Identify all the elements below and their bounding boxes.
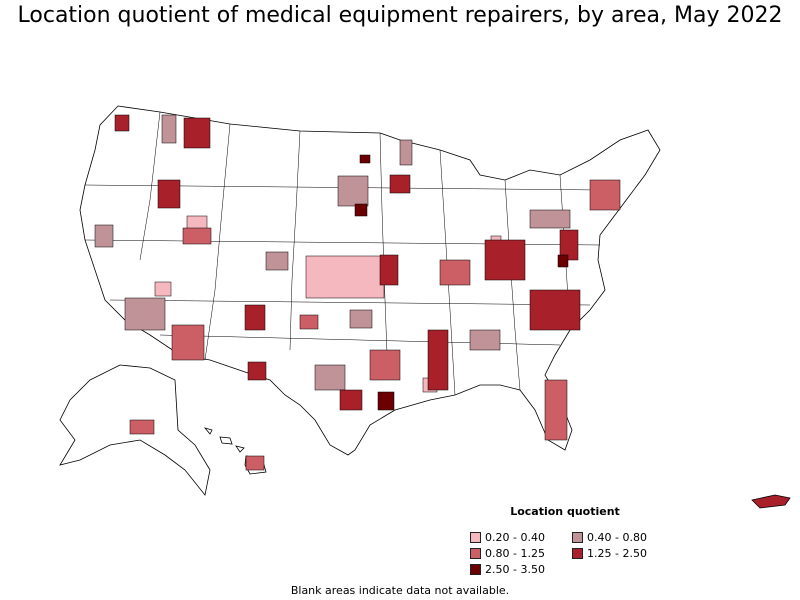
san-antonio-area (339, 389, 363, 411)
puerto-rico-outline (751, 494, 791, 509)
mississippi-area (427, 329, 449, 391)
idaho-area (161, 114, 177, 144)
idaho-south-area (157, 179, 181, 209)
carolinas-area (529, 289, 581, 331)
darkest-area-minnesota (354, 203, 368, 217)
arizona-area (171, 324, 205, 361)
legend-label-1: 0.40 - 0.80 (587, 530, 647, 544)
hawaii-area (245, 455, 265, 471)
wisconsin-area (399, 139, 413, 166)
ohio-valley-area (484, 239, 526, 281)
texas-area (314, 364, 346, 391)
indiana-area (439, 259, 471, 286)
el-paso-area (247, 361, 267, 381)
colorado-area (265, 251, 289, 271)
legend-swatch-4 (470, 563, 481, 575)
virginia-area (559, 229, 579, 261)
utah-south-area (182, 227, 212, 245)
missouri-area (379, 254, 399, 286)
legend-label-0: 0.20 - 0.40 (485, 530, 545, 544)
map-title: Location quotient of medical equipment r… (17, 3, 783, 28)
alaska-anchorage-area (129, 419, 155, 435)
minnesota-area (337, 175, 369, 207)
shaded-areas (94, 114, 621, 471)
legend-item-3: 1.25 - 2.50 (572, 546, 672, 560)
darkest-area-va (557, 254, 569, 268)
norcal-area (94, 224, 114, 248)
florida-area (544, 379, 568, 441)
legend-item-2: 0.80 - 1.25 (470, 546, 572, 560)
legend-label-3: 1.25 - 2.50 (587, 546, 647, 560)
socal-area (124, 297, 166, 331)
legend-label-2: 0.80 - 1.25 (485, 546, 545, 560)
data-availability-note: Blank areas indicate data not available. (290, 584, 510, 597)
legend-item-4: 2.50 - 3.50 (470, 562, 572, 576)
kansas-area (305, 255, 385, 299)
legend-item-0: 0.20 - 0.40 (470, 530, 572, 544)
alabama-area (469, 329, 501, 351)
legend-swatch-2 (470, 547, 481, 559)
penn-area (529, 209, 571, 229)
darkest-area-north (359, 154, 371, 164)
minn-east-area (389, 174, 411, 194)
legend-item-1: 0.40 - 0.80 (572, 530, 672, 544)
darkest-area-houston (377, 391, 395, 411)
texas-east-area (369, 349, 401, 381)
new-york-area (589, 179, 621, 211)
legend-grid: 0.20 - 0.40 0.40 - 0.80 0.80 - 1.25 1.25… (470, 530, 670, 576)
oklahoma-area (349, 309, 373, 329)
seattle-area (114, 114, 130, 132)
legend-title: Location quotient (510, 505, 620, 518)
amarillo-area (299, 314, 319, 330)
legend-swatch-3 (572, 547, 583, 559)
nevada-area (154, 281, 172, 297)
legend-swatch-0 (470, 531, 481, 543)
map-legend: Location quotient 0.20 - 0.40 0.40 - 0.8… (470, 505, 670, 576)
legend-swatch-1 (572, 531, 583, 543)
new-mexico-area (244, 304, 266, 331)
legend-label-4: 2.50 - 3.50 (485, 562, 545, 576)
montana-area (183, 117, 211, 149)
